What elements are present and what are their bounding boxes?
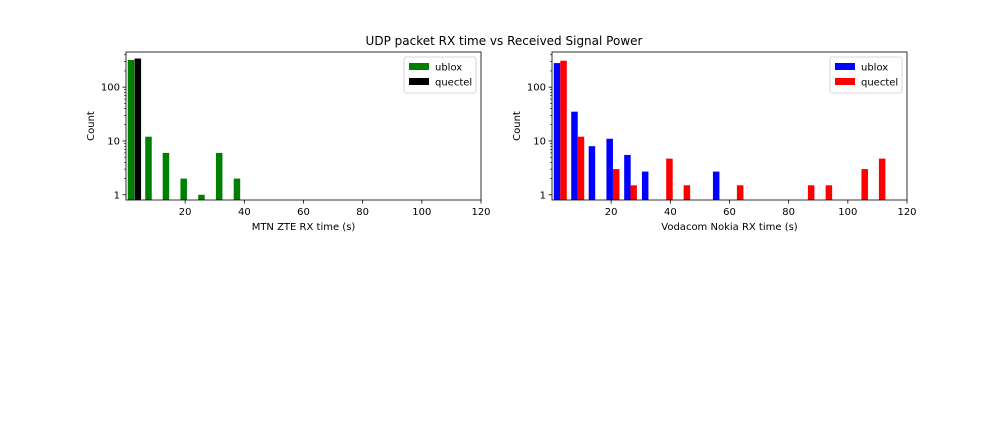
bar-ublox-4	[198, 194, 205, 200]
x-axis-label: Vodacom Nokia RX time (s)	[661, 222, 798, 233]
legend-swatch-quectel	[409, 78, 429, 85]
bar-quectel-1	[577, 136, 585, 200]
x-tick-label: 100	[412, 207, 431, 218]
x-tick-label: 20	[179, 207, 192, 218]
x-tick-label: 60	[297, 207, 310, 218]
legend-swatch-quectel	[835, 78, 855, 85]
bar-ublox-1	[145, 136, 152, 200]
bar-quectel-10	[878, 158, 886, 200]
bar-quectel-4	[666, 158, 673, 200]
legend-label-quectel: quectel	[861, 78, 898, 89]
legend-label-ublox: ublox	[435, 63, 462, 74]
legend: ublox quectel	[829, 56, 903, 94]
legend-label-quectel: quectel	[435, 78, 472, 89]
x-tick-label: 80	[782, 207, 795, 218]
bar-quectel-8	[825, 185, 833, 200]
x-tick-label: 100	[838, 207, 857, 218]
bar-ublox-3	[180, 178, 187, 200]
bar-ublox-1	[571, 111, 578, 200]
y-tick-label: 100	[101, 83, 120, 94]
legend: ublox quectel	[403, 56, 477, 94]
x-tick-label: 40	[664, 207, 677, 218]
y-tick-label: 1	[114, 190, 120, 201]
x-tick-label: 60	[723, 207, 736, 218]
bar-ublox-5	[215, 152, 223, 200]
bar-quectel-0	[134, 58, 142, 200]
x-axis-label: MTN ZTE RX time (s)	[252, 222, 356, 233]
x-tick-label: 80	[356, 207, 369, 218]
y-tick-label: 100	[527, 83, 546, 94]
bar-quectel-5	[683, 185, 691, 200]
y-axis-label: Count	[86, 111, 97, 141]
legend-swatch-ublox	[835, 63, 855, 70]
bar-ublox-2	[588, 146, 596, 200]
figure-title: UDP packet RX time vs Received Signal Po…	[366, 34, 643, 48]
y-tick-label: 10	[107, 136, 120, 147]
x-tick-label: 40	[238, 207, 251, 218]
legend-swatch-ublox	[409, 63, 429, 70]
x-tick-label: 120	[471, 207, 490, 218]
bar-ublox-5	[641, 171, 649, 200]
bar-quectel-9	[861, 169, 868, 200]
bar-ublox-2	[162, 152, 170, 200]
legend-label-ublox: ublox	[861, 63, 888, 74]
bar-quectel-2	[612, 169, 620, 200]
y-axis-label: Count	[512, 111, 523, 141]
bars-group	[127, 58, 241, 200]
y-tick-label: 10	[533, 136, 546, 147]
bar-ublox-0	[127, 59, 135, 200]
bar-quectel-0	[560, 60, 567, 200]
bar-ublox-0	[553, 63, 561, 200]
bar-quectel-7	[807, 185, 815, 200]
x-tick-label: 120	[897, 207, 916, 218]
y-tick-label: 1	[540, 190, 546, 201]
bar-ublox-3	[606, 138, 613, 200]
bar-ublox-6	[712, 171, 720, 200]
x-tick-label: 20	[605, 207, 618, 218]
bar-ublox-4	[624, 154, 631, 200]
bar-quectel-6	[736, 185, 744, 200]
bars-group	[553, 60, 886, 200]
bar-quectel-3	[630, 185, 637, 200]
bar-ublox-6	[233, 178, 241, 200]
